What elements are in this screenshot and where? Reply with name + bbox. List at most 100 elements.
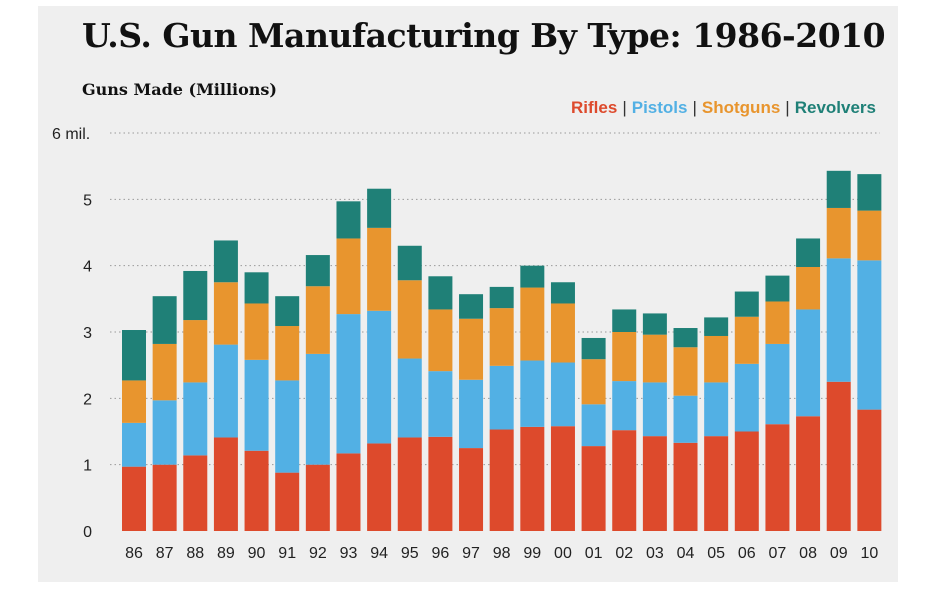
bar-revolvers-95 xyxy=(397,245,422,281)
bar-shotguns-90 xyxy=(244,303,269,360)
bar-shotguns-08 xyxy=(796,266,821,310)
bar-rifles-94 xyxy=(367,443,392,531)
x-tick-label: 86 xyxy=(125,545,143,562)
x-tick-label: 06 xyxy=(738,545,756,562)
bar-pistols-91 xyxy=(275,380,300,473)
bar-revolvers-86 xyxy=(122,330,146,381)
bar-shotguns-95 xyxy=(397,280,422,359)
x-tick-label: 07 xyxy=(769,545,787,562)
bar-revolvers-98 xyxy=(489,286,514,309)
x-tick-label: 95 xyxy=(401,545,419,562)
x-tick-label: 96 xyxy=(432,545,450,562)
bar-rifles-87 xyxy=(152,464,177,531)
bar-pistols-98 xyxy=(489,365,514,430)
x-tick-label: 93 xyxy=(340,545,358,562)
bar-pistols-96 xyxy=(428,371,453,437)
bar-rifles-08 xyxy=(796,416,821,531)
bar-revolvers-06 xyxy=(734,291,759,317)
bar-rifles-04 xyxy=(673,442,698,531)
bar-revolvers-88 xyxy=(183,270,208,321)
bar-pistols-09 xyxy=(826,258,851,382)
bar-rifles-05 xyxy=(704,436,729,531)
bar-pistols-01 xyxy=(581,404,606,447)
bar-shotguns-97 xyxy=(459,318,484,380)
x-tick-label: 90 xyxy=(248,545,266,562)
bar-shotguns-07 xyxy=(765,301,790,344)
legend: Rifles | Pistols | Shotguns | Revolvers xyxy=(571,98,876,118)
bar-shotguns-06 xyxy=(734,316,759,364)
bar-revolvers-92 xyxy=(305,255,330,287)
bar-rifles-96 xyxy=(428,436,453,531)
bar-pistols-94 xyxy=(367,310,392,444)
bar-revolvers-97 xyxy=(459,294,484,319)
x-tick-label: 10 xyxy=(860,545,878,562)
bar-pistols-87 xyxy=(152,400,177,465)
x-tick-label: 09 xyxy=(830,545,848,562)
bar-rifles-07 xyxy=(765,424,790,531)
bar-shotguns-05 xyxy=(704,335,729,383)
bar-shotguns-86 xyxy=(122,380,146,423)
bar-pistols-05 xyxy=(704,382,729,437)
bar-pistols-08 xyxy=(796,309,821,417)
legend-separator: | xyxy=(785,98,790,117)
bar-pistols-86 xyxy=(122,422,146,467)
bar-pistols-03 xyxy=(642,382,667,437)
x-tick-label: 08 xyxy=(799,545,817,562)
bar-revolvers-91 xyxy=(275,296,300,327)
bar-shotguns-03 xyxy=(642,334,667,383)
bar-rifles-86 xyxy=(122,466,146,531)
x-tick-label: 94 xyxy=(370,545,388,562)
bar-shotguns-93 xyxy=(336,238,361,315)
bar-revolvers-00 xyxy=(550,282,575,304)
bar-rifles-88 xyxy=(183,455,208,531)
bar-pistols-07 xyxy=(765,343,790,425)
legend-item-rifles: Rifles xyxy=(571,98,618,117)
bar-revolvers-96 xyxy=(428,276,453,310)
bar-shotguns-98 xyxy=(489,308,514,366)
x-tick-label: 00 xyxy=(554,545,572,562)
bar-rifles-01 xyxy=(581,446,606,531)
bar-rifles-03 xyxy=(642,436,667,531)
bar-shotguns-09 xyxy=(826,207,851,259)
bar-rifles-93 xyxy=(336,453,361,531)
bar-revolvers-87 xyxy=(152,296,177,344)
bar-rifles-10 xyxy=(857,409,882,531)
bar-pistols-00 xyxy=(550,362,575,427)
legend-item-revolvers: Revolvers xyxy=(794,98,876,117)
y-tick-label: 2 xyxy=(83,391,92,408)
bar-shotguns-92 xyxy=(305,286,330,354)
bar-rifles-91 xyxy=(275,472,300,531)
bar-revolvers-01 xyxy=(581,337,606,360)
bar-shotguns-10 xyxy=(857,210,882,261)
bar-pistols-02 xyxy=(612,381,637,431)
bar-rifles-99 xyxy=(520,426,545,531)
bar-revolvers-93 xyxy=(336,201,361,239)
bar-revolvers-89 xyxy=(213,240,238,283)
bar-revolvers-09 xyxy=(826,170,851,208)
bar-shotguns-96 xyxy=(428,309,453,372)
x-tick-label: 99 xyxy=(523,545,541,562)
y-tick-label: 5 xyxy=(83,192,92,209)
legend-separator: | xyxy=(622,98,627,117)
bar-rifles-09 xyxy=(826,381,851,531)
bar-shotguns-91 xyxy=(275,326,300,381)
y-tick-label: 4 xyxy=(83,259,92,276)
x-tick-label: 97 xyxy=(462,545,480,562)
y-tick-label: 6 mil. xyxy=(52,126,90,143)
x-tick-label: 91 xyxy=(278,545,296,562)
bar-shotguns-94 xyxy=(367,227,392,311)
x-tick-label: 02 xyxy=(615,545,633,562)
bar-rifles-06 xyxy=(734,431,759,531)
legend-separator: | xyxy=(692,98,697,117)
bar-rifles-95 xyxy=(397,437,422,531)
bar-revolvers-02 xyxy=(612,309,637,332)
bar-revolvers-08 xyxy=(796,238,821,267)
bar-pistols-10 xyxy=(857,260,882,410)
y-tick-label: 3 xyxy=(83,325,92,342)
bar-revolvers-04 xyxy=(673,328,698,348)
chart-title: U.S. Gun Manufacturing By Type: 1986-201… xyxy=(82,16,886,55)
bar-pistols-92 xyxy=(305,353,330,465)
bar-pistols-88 xyxy=(183,382,208,456)
bar-revolvers-03 xyxy=(642,313,667,335)
